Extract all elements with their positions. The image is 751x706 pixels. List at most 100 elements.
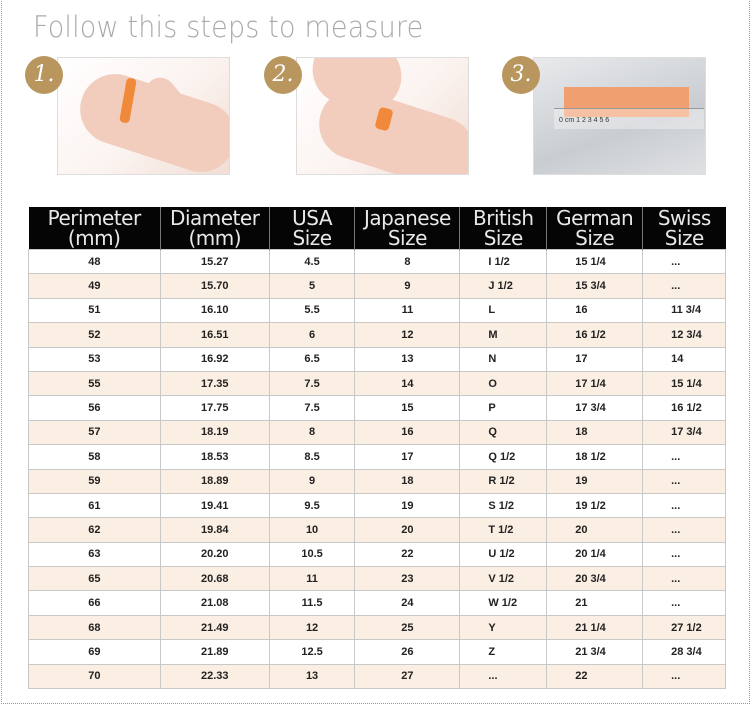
cell-usa: 4.5 [268,248,356,275]
cell-german: 18 1/2 [546,444,644,470]
cell-usa: 7.5 [268,395,356,421]
cell-swiss: ... [642,517,726,543]
cell-diameter: 15.70 [159,273,270,299]
table-row: 51 16.10 5.5 11 L 16 11 3/4 [28,297,726,324]
table-header: Perimeter (mm) Diameter (mm) USA Size Japanese… [28,206,726,250]
cell-swiss: ... [642,590,726,616]
column-header-usa: USA Size [268,206,355,250]
cell-diameter: 16.92 [159,346,270,372]
cell-german: 19 [546,468,644,494]
table-row: 56 17.75 7.5 15 P 17 3/4 16 1/2 [28,395,726,421]
column-header-swiss: Swiss Size [642,206,726,250]
cell-diameter: 21.49 [159,614,270,641]
cell-japanese: 25 [354,614,461,641]
table-row: 58 18.53 8.5 17 Q 1/2 18 1/2... [28,444,726,470]
cell-perimeter: 70 [28,663,161,690]
cell-german: 20 3/4 [546,566,644,592]
header-line-1: Swiss [657,206,711,230]
header-line-2: (mm) [67,226,121,250]
cell-perimeter: 52 [28,322,161,348]
cell-perimeter: 66 [28,590,161,616]
cell-perimeter: 63 [28,541,161,568]
cell-japanese: 12 [354,322,461,348]
cell-perimeter: 65 [28,566,161,592]
header-line-1: USA [292,206,332,230]
column-header-diameter: Diameter (mm) [159,207,270,250]
cell-swiss: ... [642,492,726,519]
cell-british: ... [459,663,548,690]
cell-diameter: 18.53 [159,444,270,470]
cell-swiss: ... [642,566,726,592]
cell-diameter: 22.33 [159,663,270,690]
cell-usa: 11.5 [268,590,356,616]
cell-british: L [459,297,548,324]
cell-usa: 10 [268,517,356,543]
cell-german: 18 [546,419,644,446]
cell-perimeter: 53 [28,346,161,372]
cell-diameter: 18.89 [159,468,270,494]
cell-japanese: 15 [354,395,461,421]
cell-diameter: 16.51 [159,322,270,348]
cell-usa: 10.5 [268,541,356,568]
cell-diameter: 18.19 [159,419,270,446]
page-title: Follow this steps to measure [33,10,424,44]
table-row: 70 22.33 13 27... 22... [28,663,726,690]
header-line-2: Size [483,226,524,250]
header-line-1: Perimeter [47,206,142,230]
cell-german: 16 1/2 [546,322,644,348]
step-3-photo: 0 cm 1 2 3 4 5 6 [533,57,706,175]
step-2-badge: 2. [264,56,302,94]
cell-diameter: 19.84 [159,517,270,543]
cell-japanese: 23 [354,566,461,592]
cell-swiss: 12 3/4 [642,322,726,348]
cell-swiss: ... [642,663,726,690]
cell-swiss: ... [642,541,726,568]
table-row: 69 21.89 12.5 26 Z 21 3/4 28 3/4 [28,639,726,665]
cell-british: R 1/2 [459,468,548,494]
table-row: 55 17.35 7.5 14 O 17 1/4 15 1/4 [28,370,726,397]
cell-usa: 5 [268,273,356,299]
cell-usa: 6.5 [268,346,356,372]
cell-british: I 1/2 [459,248,548,275]
cell-japanese: 18 [354,468,461,494]
header-line-2: Size [292,226,333,250]
step-1-badge: 1. [25,56,63,94]
cell-perimeter: 59 [28,468,161,494]
cell-diameter: 16.10 [159,297,270,324]
table-row: 59 18.89 9 18 R 1/2 19... [28,468,726,494]
cell-swiss: 28 3/4 [642,639,726,665]
cell-british: O [459,370,548,397]
cell-japanese: 14 [354,370,461,397]
table-row: 66 21.08 11.5 24 W 1/2 21... [28,590,726,616]
header-line-2: Size [387,226,428,250]
cell-usa: 7.5 [268,370,356,397]
table-row: 68 21.49 12 25 Y 21 1/4 27 1/2 [28,614,726,641]
cell-german: 16 [546,297,644,324]
table-row: 62 19.84 10 20 T 1/2 20... [28,517,726,543]
cell-usa: 13 [268,663,356,690]
cell-british: Z [459,639,548,665]
cell-british: W 1/2 [459,590,548,616]
cell-swiss: ... [642,248,726,275]
cell-british: Y [459,614,548,641]
cell-perimeter: 58 [28,444,161,470]
table-row: 57 18.19 8 16 Q 18 17 3/4 [28,419,726,446]
cell-german: 21 1/4 [546,614,644,641]
step-2-photo [296,57,469,175]
cell-usa: 9 [268,468,356,494]
cell-british: S 1/2 [459,492,548,519]
cell-perimeter: 57 [28,419,161,446]
table-row: 53 16.92 6.5 13 N 17 14 [28,346,726,372]
cell-swiss: 14 [642,346,726,372]
cell-perimeter: 56 [28,395,161,421]
cell-swiss: 16 1/2 [642,395,726,421]
cell-japanese: 20 [354,517,461,543]
cell-swiss: ... [642,273,726,299]
ring-size-table: Perimeter (mm) Diameter (mm) USA Size Japanese… [28,206,726,690]
cell-diameter: 21.89 [159,639,270,665]
cell-german: 20 [546,517,644,543]
cell-perimeter: 68 [28,614,161,641]
header-line-1: British [473,206,534,230]
cell-japanese: 19 [354,492,461,519]
